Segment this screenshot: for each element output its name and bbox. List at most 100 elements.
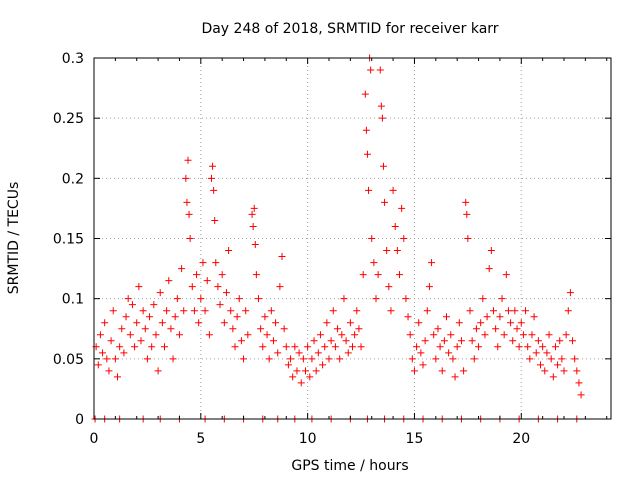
data-point [573,367,581,375]
data-point [577,391,585,399]
data-point [167,325,175,333]
data-point [396,271,403,279]
data-point [449,355,457,363]
data-point [272,319,280,327]
data-point [171,313,179,321]
data-point [156,289,164,297]
data-point [470,355,478,363]
data-point [297,379,305,387]
data-point [351,331,359,339]
data-point [180,307,188,315]
data-point [340,295,348,303]
data-point [432,355,440,363]
data-point [173,295,181,303]
y-tick-label: 0.15 [53,232,84,248]
data-point [564,307,572,315]
data-point [485,265,493,273]
data-point [327,337,335,345]
data-point [522,307,530,315]
data-point [282,343,290,351]
data-point [530,313,538,321]
data-point [295,349,303,357]
data-point [269,337,277,345]
data-point [118,325,126,333]
data-point [571,355,579,363]
data-point [543,349,551,357]
data-point [511,307,519,315]
data-point [237,337,245,345]
data-point [249,222,257,230]
data-point [308,355,316,363]
data-point [203,277,211,285]
data-point [494,343,502,351]
data-point [368,235,376,242]
data-point [387,307,395,315]
data-point [293,367,301,375]
data-point [331,343,339,351]
data-point [404,313,412,321]
data-point [139,307,147,315]
data-point [513,325,521,333]
data-point [453,343,461,351]
data-point [519,331,527,339]
data-point [464,235,472,242]
data-point [377,102,385,110]
data-point [496,313,504,321]
data-point [457,337,465,345]
data-point [304,343,312,351]
data-point [235,295,243,303]
x-axis-ticks: 0 5 10 15 20 [90,58,608,447]
data-point [150,301,158,309]
data-point [460,367,468,375]
data-point [131,343,139,351]
y-tick-label: 0.1 [62,292,84,308]
data-point [434,325,442,333]
data-point [353,307,361,315]
data-point [349,343,356,351]
data-point [361,90,369,98]
data-point [240,355,248,363]
data-point [201,307,209,315]
grid [94,58,611,419]
y-tick-label: 0.3 [62,51,84,67]
data-point [466,307,474,315]
data-point [306,373,314,381]
x-tick-label: 10 [299,431,317,447]
data-point [479,295,487,303]
data-point [517,319,525,327]
data-point [124,295,132,303]
data-point [109,307,117,315]
data-point [421,337,429,345]
data-point [302,367,309,375]
data-point [455,319,463,327]
data-point [532,349,540,357]
data-point [534,337,542,345]
data-point [165,277,173,285]
data-point [515,343,523,351]
data-point [251,241,259,249]
data-point [498,295,506,303]
data-point [225,247,233,255]
data-point [438,367,446,375]
data-point [227,307,235,315]
data-point [526,355,534,363]
data-point [135,283,143,291]
data-point [178,265,186,273]
data-point [111,355,119,363]
data-point [445,349,453,357]
data-point [475,343,483,351]
data-point [186,235,194,242]
data-point [209,162,217,170]
data-point [423,307,431,315]
data-point [558,355,566,363]
data-point [231,343,239,351]
data-point [128,301,136,309]
data-point [103,355,111,363]
data-point [257,325,265,333]
x-tick-label: 15 [406,431,424,447]
data-point [562,331,570,339]
data-point [255,295,262,303]
data-point [214,283,222,291]
data-point [211,216,219,224]
data-points [91,54,585,423]
